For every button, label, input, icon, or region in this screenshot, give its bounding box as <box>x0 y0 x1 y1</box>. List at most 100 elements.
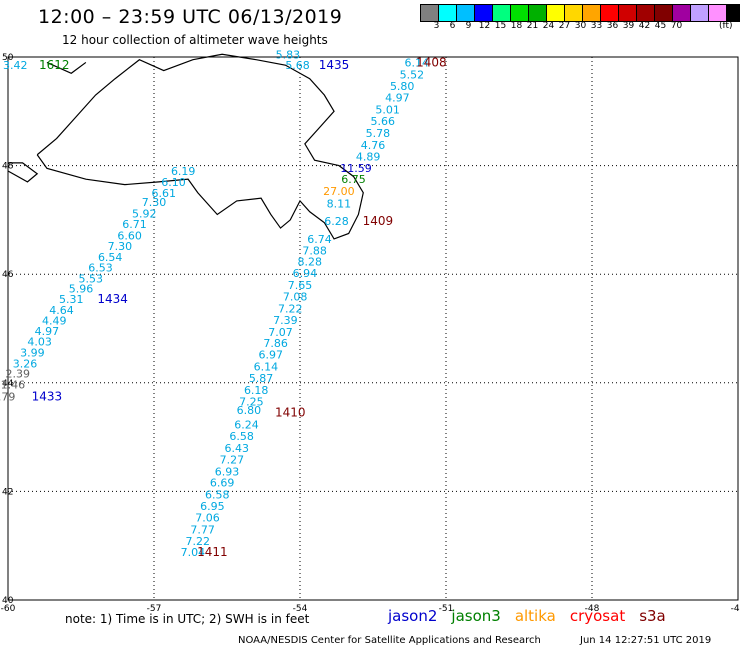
wave-height-reading: 7.22 <box>186 535 211 548</box>
footer-note: note: 1) Time is in UTC; 2) SWH is in fe… <box>65 612 310 626</box>
colorbar-label: 27 <box>558 21 571 31</box>
colorbar-label: 12 <box>478 21 491 31</box>
wave-height-reading: 5.78 <box>366 127 391 140</box>
wave-height-colorbar <box>420 4 740 22</box>
wave-height-reading: 7.77 <box>190 523 215 536</box>
wave-height-reading: 6.10 <box>161 176 186 189</box>
coastline <box>7 162 39 183</box>
wave-height-reading: 8.28 <box>297 256 322 269</box>
wave-height-reading: 11.59 <box>340 162 372 175</box>
colorbar-label: 6 <box>449 21 456 31</box>
wave-height-reading: 5.68 <box>285 59 310 72</box>
wave-height-reading: 7.30 <box>142 196 167 209</box>
pass-time-label: 1411 <box>197 545 228 559</box>
wave-height-reading: 6.24 <box>234 419 259 432</box>
colorbar-label: 70 <box>670 21 683 31</box>
map-frame <box>7 56 739 601</box>
wave-height-reading: 5.96 <box>69 282 94 295</box>
coastline <box>36 53 364 240</box>
wave-height-reading: 6.61 <box>151 187 176 200</box>
wave-height-reading: 6.53 <box>88 262 113 275</box>
wave-height-reading: 7.04 <box>181 546 206 559</box>
wave-height-reading: 4.64 <box>49 304 74 317</box>
wave-height-reading: 5.31 <box>59 293 84 306</box>
wave-height-reading: 5.52 <box>400 68 425 81</box>
longitude-tick-label: -54 <box>293 604 308 614</box>
pass-time-label: 1408 <box>416 55 447 69</box>
wave-height-reading: 2.39 <box>5 368 30 381</box>
colorbar-label: 18 <box>510 21 523 31</box>
colorbar-label: 39 <box>622 21 635 31</box>
colorbar-label: 36 <box>606 21 619 31</box>
wave-height-reading: 7.08 <box>283 290 308 303</box>
pass-time-label: 1410 <box>275 406 306 420</box>
pass-time-label: 1433 <box>32 389 63 403</box>
wave-height-reading: 27.00 <box>323 185 355 198</box>
wave-height-reading: 5.53 <box>78 273 103 286</box>
wave-height-reading: 6.43 <box>224 442 249 455</box>
colorbar-label: 45 <box>654 21 667 31</box>
colorbar-label: 9 <box>465 21 472 31</box>
wave-height-reading: 5.01 <box>375 104 400 117</box>
wave-height-reading: 6.95 <box>200 500 225 513</box>
wave-height-reading: 6.14 <box>405 56 430 69</box>
pass-time-label: 1612 <box>39 58 70 72</box>
wave-height-reading: 7.07 <box>268 326 293 339</box>
wave-height-reading: 6.97 <box>259 349 284 362</box>
wave-height-reading: 7.88 <box>302 244 327 257</box>
wave-height-reading: 1.46 <box>1 378 26 391</box>
wave-height-reading: 6.69 <box>210 477 235 490</box>
satellite-legend-altika: altika <box>514 607 556 625</box>
pass-time-label: 1435 <box>319 58 350 72</box>
latitude-tick-label: 48 <box>2 162 14 172</box>
colorbar-label: 42 <box>638 21 651 31</box>
wave-height-reading: 5.92 <box>132 207 157 220</box>
map-subtitle: 12 hour collection of altimeter wave hei… <box>62 33 328 47</box>
satellite-legend: jason2 jason3 altika cryosat s3a <box>388 607 680 625</box>
colorbar-swatch <box>726 4 740 22</box>
colorbar-labels: 3 6 9 12 15 18 21 24 27 30 33 36 39 42 45 70 <box>420 21 740 35</box>
wave-height-reading: 7.86 <box>263 337 288 350</box>
longitude-tick-label: -48 <box>585 604 600 614</box>
wave-height-reading: 7.39 <box>273 314 298 327</box>
wave-height-reading: 4.97 <box>35 325 60 338</box>
wave-height-reading: 6.18 <box>244 384 269 397</box>
wave-height-reading: 5.83 <box>276 48 301 61</box>
satellite-legend-jason3: jason3 <box>451 607 501 625</box>
wave-height-reading: 6.54 <box>98 251 123 264</box>
wave-height-reading: 4.49 <box>42 314 67 327</box>
wave-height-reading: 6.80 <box>237 404 262 417</box>
footer-credit: NOAA/NESDIS Center for Satellite Applica… <box>238 635 541 646</box>
colorbar-unit: (ft) <box>719 21 733 31</box>
wave-height-reading: 7.22 <box>278 302 303 315</box>
colorbar-label: 21 <box>526 21 539 31</box>
wave-height-reading: 8.11 <box>327 198 352 211</box>
colorbar-label: 30 <box>574 21 587 31</box>
wave-height-reading: 6.94 <box>293 267 318 280</box>
colorbar-label: 33 <box>590 21 603 31</box>
coastline <box>46 61 87 74</box>
satellite-legend-cryosat: cryosat <box>569 607 626 625</box>
wave-height-reading: 7.06 <box>195 511 220 524</box>
wave-height-reading: 2.79 <box>0 390 15 403</box>
wave-height-reading: 6.14 <box>254 361 279 374</box>
longitude-tick-label: -51 <box>439 604 454 614</box>
wave-height-reading: 6.75 <box>341 173 366 186</box>
longitude-tick-label: -60 <box>1 604 16 614</box>
wave-height-reading: 7.65 <box>288 279 313 292</box>
wave-height-reading: 7.30 <box>108 240 133 253</box>
wave-height-reading: 7.25 <box>239 395 264 408</box>
wave-height-reading: 6.93 <box>215 465 240 478</box>
wave-height-reading: 3.99 <box>20 346 45 359</box>
wave-height-reading: 6.74 <box>307 233 332 246</box>
wave-height-reading: 4.03 <box>27 336 52 349</box>
footer-timestamp: Jun 14 12:27:51 UTC 2019 <box>580 635 712 646</box>
wave-height-reading: 3.26 <box>13 357 38 370</box>
latitude-tick-label: 44 <box>2 379 14 389</box>
wave-height-reading: 6.71 <box>122 218 147 231</box>
latitude-tick-label: 40 <box>2 596 14 606</box>
longitude-tick-label: -45 <box>731 604 740 614</box>
wave-height-reading: 4.97 <box>385 92 410 105</box>
latitude-tick-label: 50 <box>2 53 14 63</box>
